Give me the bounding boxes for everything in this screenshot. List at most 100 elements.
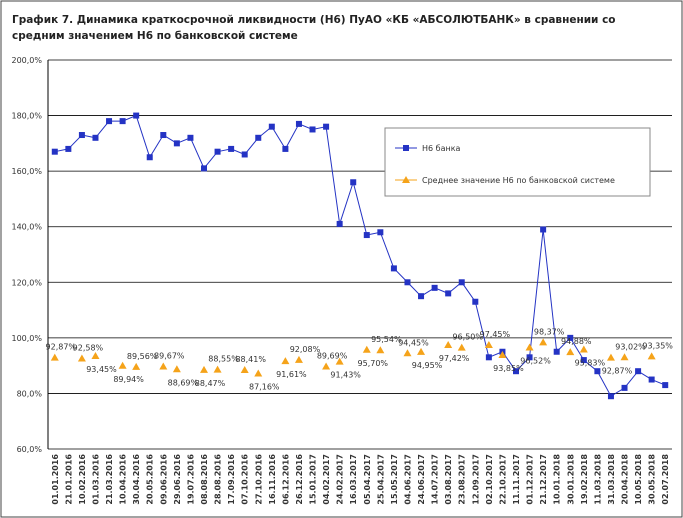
- point: [444, 341, 453, 349]
- data-label: 96,50%: [452, 333, 483, 342]
- x-tick-label: 01.03.2016: [91, 454, 100, 505]
- x-tick-label: 16.11.2016: [268, 454, 277, 505]
- x-tick-label: 16.03.2017: [349, 454, 358, 505]
- x-tick-label: 17.09.2016: [227, 454, 236, 505]
- x-tick-label: 23.08.2017: [458, 454, 467, 505]
- x-tick-label: 24.02.2017: [336, 454, 345, 505]
- y-tick-label: 160,0%: [11, 167, 42, 176]
- point: [648, 376, 655, 383]
- y-tick-label: 80,0%: [17, 389, 43, 398]
- x-tick-label: 25.04.2017: [376, 454, 385, 505]
- x-tick-label: 24.06.2017: [417, 454, 426, 505]
- point: [200, 365, 208, 373]
- x-tick-label: 21.12.2017: [539, 454, 548, 505]
- x-tick-label: 20.05.2016: [146, 454, 155, 505]
- point: [485, 354, 492, 361]
- series-line: [54, 114, 666, 397]
- x-tick-label: 05.04.2017: [363, 454, 372, 505]
- data-label: 94,88%: [561, 337, 592, 346]
- legend-label: Н6 банка: [422, 144, 461, 153]
- point: [484, 340, 493, 348]
- point: [92, 134, 99, 141]
- point: [362, 345, 371, 353]
- point: [119, 118, 126, 125]
- data-label: 89,67%: [154, 352, 185, 361]
- x-tick-label: 10.02.2016: [78, 454, 87, 505]
- point: [580, 357, 587, 364]
- legend-label: Среднее значение Н6 по банковской систем…: [422, 176, 615, 185]
- point: [282, 145, 289, 152]
- x-tick-label: 15.01.2017: [309, 454, 318, 505]
- x-tick-label: 12.09.2017: [471, 454, 480, 505]
- x-tick-label: 01.12.2017: [526, 454, 535, 505]
- x-tick-label: 20.04.2018: [621, 454, 630, 505]
- data-label: 92,58%: [73, 343, 104, 352]
- point: [254, 369, 263, 377]
- point: [78, 132, 85, 139]
- point: [553, 348, 560, 355]
- data-label: 94,45%: [398, 338, 429, 347]
- x-tick-label: 19.02.2018: [580, 454, 589, 505]
- data-label: 92,87%: [602, 367, 633, 376]
- point: [160, 132, 167, 139]
- point: [647, 352, 656, 360]
- data-label: 93,02%: [615, 342, 646, 351]
- data-label: 89,69%: [317, 352, 348, 361]
- point: [255, 134, 262, 141]
- x-tick-label: 22.10.2017: [498, 454, 507, 505]
- point: [458, 279, 465, 286]
- point: [417, 347, 426, 355]
- data-label: 93,45%: [86, 365, 117, 374]
- x-tick-label: 09.06.2016: [159, 454, 168, 505]
- legend-marker: [402, 176, 410, 183]
- point: [51, 148, 58, 155]
- point: [390, 265, 397, 272]
- x-tick-label: 04.02.2017: [322, 454, 331, 505]
- data-label: 97,42%: [439, 354, 470, 363]
- point: [567, 334, 574, 341]
- point: [228, 145, 235, 152]
- data-label: 93,35%: [642, 341, 673, 350]
- point: [525, 343, 534, 351]
- point: [323, 123, 330, 130]
- point: [635, 368, 642, 375]
- point: [579, 345, 588, 353]
- point: [377, 229, 384, 236]
- x-tick-label: 15.05.2017: [390, 454, 399, 505]
- point: [566, 348, 575, 356]
- point: [336, 220, 343, 227]
- x-tick-label: 02.07.2018: [661, 454, 670, 505]
- y-tick-label: 100,0%: [11, 334, 42, 343]
- point: [403, 349, 412, 357]
- legend: Н6 банка Среднее значение Н6 по банковско…: [384, 127, 651, 197]
- point: [445, 290, 452, 297]
- x-tick-label: 14.07.2017: [431, 454, 440, 505]
- x-tick-label: 30.01.2018: [566, 454, 575, 505]
- data-label: 92,87%: [46, 343, 77, 352]
- x-tick-label: 19.07.2016: [186, 454, 195, 505]
- chart-title: График 7. Динамика краткосрочной ликвидн…: [12, 14, 616, 42]
- point: [146, 154, 153, 161]
- point: [241, 151, 248, 158]
- data-label: 95,54%: [371, 335, 402, 344]
- data-label: 95,83%: [575, 358, 606, 367]
- point: [621, 384, 628, 391]
- legend-marker: [403, 145, 409, 151]
- data-label: 88,41%: [235, 355, 266, 364]
- point: [594, 368, 601, 375]
- data-label: 89,94%: [113, 375, 144, 384]
- point: [539, 338, 548, 346]
- x-tick-label: 21.01.2016: [64, 454, 73, 505]
- point: [363, 232, 370, 239]
- x-tick-label: 08.08.2016: [200, 454, 209, 505]
- point: [187, 134, 194, 141]
- x-tick-label: 31.03.2018: [607, 454, 616, 505]
- point: [606, 353, 615, 361]
- data-label: 89,56%: [127, 352, 158, 361]
- data-label: 93,85%: [493, 364, 524, 373]
- y-tick-label: 120,0%: [11, 278, 42, 287]
- data-label: 88,69%: [168, 378, 199, 387]
- point: [281, 357, 290, 365]
- point: [201, 165, 207, 172]
